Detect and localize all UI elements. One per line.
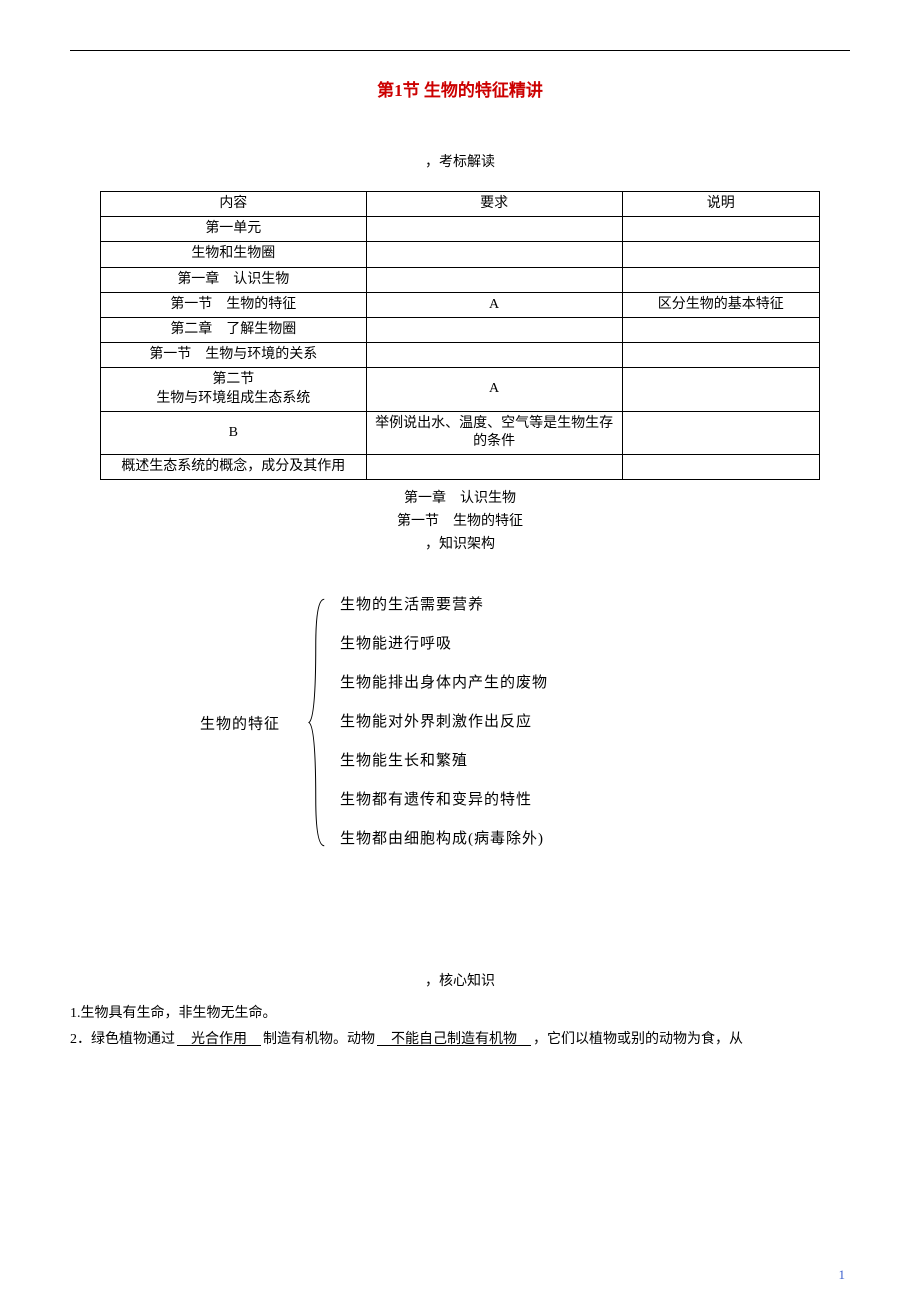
brace-icon [305,595,335,850]
table-cell [366,343,622,368]
subhead-exam-standards: ，考标解读 [70,151,850,171]
body-line-1: 1.生物具有生命，非生物无生命。 [70,1002,850,1026]
table-cell [622,217,819,242]
brace-item: 生物都由细胞构成(病毒除外) [340,829,710,850]
table-cell [366,317,622,342]
body-text: 制造有机物。动物 [263,1032,375,1047]
table-row: 第一单元 [101,217,820,242]
table-cell [622,368,819,411]
brace-item: 生物都有遗传和变异的特性 [340,790,710,811]
brace-label: 生物的特征 [200,712,280,733]
table-row: 第一章 认识生物 [101,267,820,292]
brace-item: 生物能排出身体内产生的废物 [340,673,710,694]
table-cell [366,455,622,480]
table-row: B 举例说出水、温度、空气等是生物生存的条件 [101,411,820,454]
table-cell: 第二节 生物与环境组成生态系统 [101,368,367,411]
table-cell [366,217,622,242]
fill-blank: 光合作用 [175,1032,263,1047]
table-cell: 内容 [101,192,367,217]
table-cell: 第一节 生物的特征 [101,292,367,317]
table-cell: 第一单元 [101,217,367,242]
table-cell [622,343,819,368]
brace-item: 生物能生长和繁殖 [340,751,710,772]
table-cell [622,411,819,454]
table-cell [622,317,819,342]
table-cell: 要求 [366,192,622,217]
fill-blank: 不能自己制造有机物 [375,1032,533,1047]
chapter-heading: 第一章 认识生物 [70,488,850,509]
table-cell: 举例说出水、温度、空气等是生物生存的条件 [366,411,622,454]
section-heading: 第一节 生物的特征 [70,511,850,532]
table-cell: 区分生物的基本特征 [622,292,819,317]
body-line-2: 2．绿色植物通过 光合作用 制造有机物。动物 不能自己制造有机物 ，它们以植物或… [70,1028,850,1052]
table-cell [622,267,819,292]
table-cell: 第一章 认识生物 [101,267,367,292]
standards-table: 内容 要求 说明 第一单元 生物和生物圈 第一章 认识生物 第一节 生物的特征 … [100,191,820,480]
table-row: 生物和生物圈 [101,242,820,267]
table-row: 第二节 生物与环境组成生态系统 A [101,368,820,411]
page-number: 1 [839,1267,846,1283]
brace-items: 生物的生活需要营养 生物能进行呼吸 生物能排出身体内产生的废物 生物能对外界刺激… [340,595,710,850]
brace-item: 生物能进行呼吸 [340,634,710,655]
body-text: 2．绿色植物通过 [70,1032,175,1047]
table-row: 第二章 了解生物圈 [101,317,820,342]
brace-item: 生物的生活需要营养 [340,595,710,616]
title-text: 第1节 生物的特征精讲 [377,81,543,100]
table-cell: A [366,368,622,411]
table-cell [622,455,819,480]
top-rule [70,50,850,51]
table-cell: 说明 [622,192,819,217]
subhead-knowledge-structure: ，知识架构 [70,534,850,555]
table-cell: 第一节 生物与环境的关系 [101,343,367,368]
table-cell: B [101,411,367,454]
table-row: 第一节 生物的特征 A 区分生物的基本特征 [101,292,820,317]
document-title: 第1节 生物的特征精讲 [70,76,850,101]
brace-item: 生物能对外界刺激作出反应 [340,712,710,733]
table-cell: A [366,292,622,317]
subhead-core-knowledge: ，核心知识 [70,970,850,990]
table-row: 内容 要求 说明 [101,192,820,217]
table-cell [366,267,622,292]
table-cell: 生物和生物圈 [101,242,367,267]
table-row: 第一节 生物与环境的关系 [101,343,820,368]
table-cell [366,242,622,267]
brace-diagram: 生物的特征 生物的生活需要营养 生物能进行呼吸 生物能排出身体内产生的废物 生物… [210,595,710,850]
table-cell [622,242,819,267]
table-row: 概述生态系统的概念，成分及其作用 [101,455,820,480]
table-cell: 概述生态系统的概念，成分及其作用 [101,455,367,480]
body-text: ，它们以植物或别的动物为食，从 [533,1032,743,1047]
table-cell: 第二章 了解生物圈 [101,317,367,342]
